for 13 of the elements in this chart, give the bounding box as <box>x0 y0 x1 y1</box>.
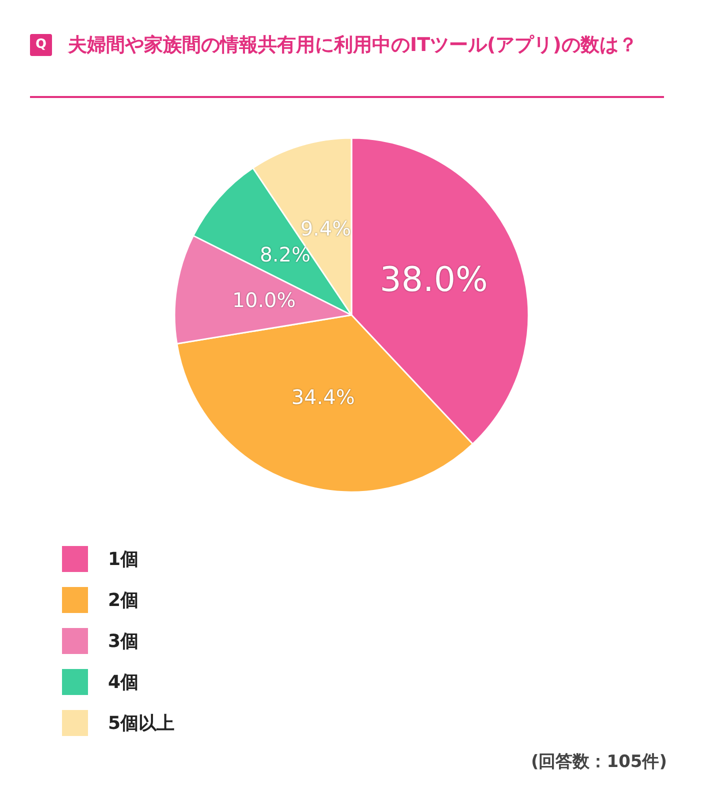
question-icon: Q <box>30 34 52 56</box>
data-label: 8.2% <box>260 242 311 267</box>
legend-label: 5個以上 <box>108 712 175 734</box>
data-label: 38.0% <box>380 260 488 300</box>
data-label: 10.0% <box>232 288 296 312</box>
data-label: 34.4% <box>291 385 355 410</box>
legend-label: 3個 <box>108 630 139 652</box>
legend-label: 1個 <box>108 548 139 570</box>
text: (回答数：105件) <box>530 751 667 773</box>
legend-label: 4個 <box>108 670 139 694</box>
legend-label: 2個 <box>108 588 139 612</box>
data-label: 9.4% <box>300 216 352 241</box>
chart-title: 夫婦間や家族間の情報共有用に利用中のITツール(アプリ)の数は？ <box>68 33 638 58</box>
